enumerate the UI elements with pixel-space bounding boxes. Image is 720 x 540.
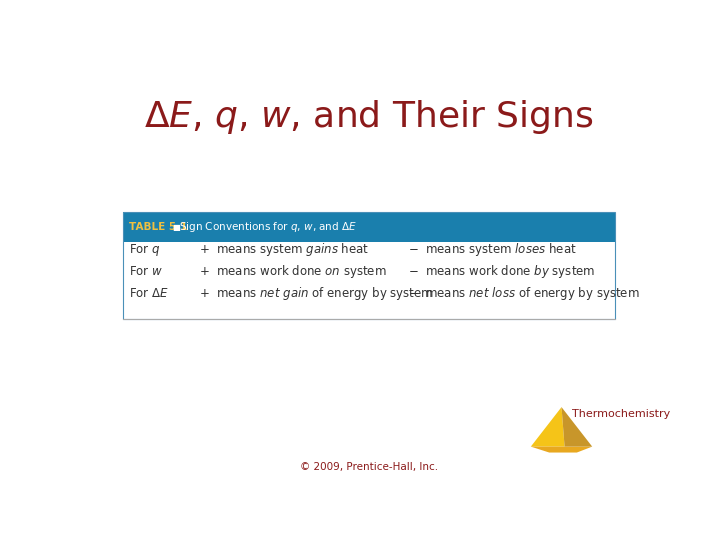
Bar bbox=[124, 212, 615, 242]
Text: © 2009, Prentice-Hall, Inc.: © 2009, Prentice-Hall, Inc. bbox=[300, 462, 438, 472]
Text: $-$  means $\mathit{net\ loss}$ of energy by system: $-$ means $\mathit{net\ loss}$ of energy… bbox=[408, 285, 640, 301]
Text: $+$  means work done $\mathit{on}$ system: $+$ means work done $\mathit{on}$ system bbox=[199, 263, 387, 280]
Bar bbox=[124, 242, 615, 319]
Polygon shape bbox=[531, 447, 593, 453]
Polygon shape bbox=[562, 407, 593, 447]
Text: $-$  means system $\mathit{loses}$ heat: $-$ means system $\mathit{loses}$ heat bbox=[408, 241, 577, 258]
Text: $+$  means $\mathit{net\ gain}$ of energy by system: $+$ means $\mathit{net\ gain}$ of energy… bbox=[199, 285, 433, 301]
Polygon shape bbox=[531, 407, 564, 447]
Text: $+$  means system $\mathit{gains}$ heat: $+$ means system $\mathit{gains}$ heat bbox=[199, 241, 369, 258]
Text: Sign Conventions for $\mathit{q}$, $\mathit{w}$, and $\Delta\mathit{E}$: Sign Conventions for $\mathit{q}$, $\mat… bbox=[179, 220, 357, 234]
Text: Thermochemistry: Thermochemistry bbox=[572, 409, 670, 419]
Text: For $\mathit{w}$: For $\mathit{w}$ bbox=[129, 265, 163, 278]
Bar bbox=[124, 212, 615, 319]
Text: $\Delta\mathit{E}$, $\mathit{q}$, $\mathit{w}$, and Their Signs: $\Delta\mathit{E}$, $\mathit{q}$, $\math… bbox=[144, 98, 594, 136]
Text: TABLE 5.1: TABLE 5.1 bbox=[129, 222, 187, 232]
Text: For $\mathit{q}$: For $\mathit{q}$ bbox=[129, 242, 161, 258]
Text: ■: ■ bbox=[173, 223, 181, 232]
Text: For $\Delta\mathit{E}$: For $\Delta\mathit{E}$ bbox=[129, 287, 169, 300]
Text: $-$  means work done $\mathit{by}$ system: $-$ means work done $\mathit{by}$ system bbox=[408, 263, 595, 280]
